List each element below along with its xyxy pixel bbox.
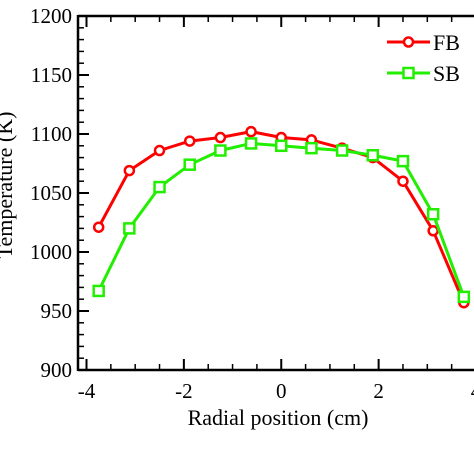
y-tick-label: 950 <box>41 299 73 323</box>
legend-entry-fbg: FB <box>387 30 460 55</box>
legend-marker <box>402 66 415 80</box>
data-point <box>427 225 439 237</box>
y-tick-label: 1100 <box>31 122 72 146</box>
data-point <box>426 207 440 221</box>
data-point <box>153 180 166 194</box>
x-axis-ticks: -4 -2 0 2 4 <box>78 16 474 403</box>
data-point <box>397 175 409 187</box>
data-point <box>214 131 227 144</box>
series-fbg <box>92 125 470 309</box>
y-tick-label: 900 <box>41 358 73 382</box>
data-point <box>396 154 410 168</box>
y-axis-title: Temperature (K) <box>0 112 17 259</box>
data-point <box>214 144 227 157</box>
data-point <box>183 135 196 147</box>
y-tick-label: 1200 <box>30 4 72 28</box>
data-point <box>123 164 136 177</box>
series-sbg <box>92 137 471 304</box>
x-tick-label: 2 <box>373 379 384 403</box>
series-layer <box>92 125 471 309</box>
data-point <box>245 125 257 138</box>
legend-marker <box>402 36 415 48</box>
x-tick-label: 0 <box>276 379 287 403</box>
data-point <box>92 284 105 298</box>
legend: FB SB <box>387 30 460 86</box>
data-point <box>457 290 471 304</box>
data-point <box>92 221 105 233</box>
legend-entry-sbg: SB <box>387 61 460 86</box>
data-point <box>366 148 380 162</box>
x-tick-label: -4 <box>78 379 96 403</box>
data-point <box>183 158 196 171</box>
y-tick-label: 1050 <box>30 181 72 205</box>
data-point <box>123 222 136 235</box>
x-tick-label: 4 <box>471 379 474 403</box>
data-point <box>335 144 349 157</box>
data-point <box>275 139 288 153</box>
legend-label: SB <box>433 61 460 86</box>
y-tick-label: 1000 <box>30 240 72 264</box>
data-point <box>305 141 318 155</box>
legend-label: FB <box>433 30 460 55</box>
x-axis-title: Radial position (cm) <box>188 405 369 430</box>
data-point <box>153 144 166 157</box>
data-point <box>244 137 258 150</box>
x-tick-label: -2 <box>175 379 193 403</box>
y-axis-ticks: 900 950 1000 1050 1100 1150 1200 <box>30 4 89 382</box>
y-tick-label: 1150 <box>31 63 72 87</box>
